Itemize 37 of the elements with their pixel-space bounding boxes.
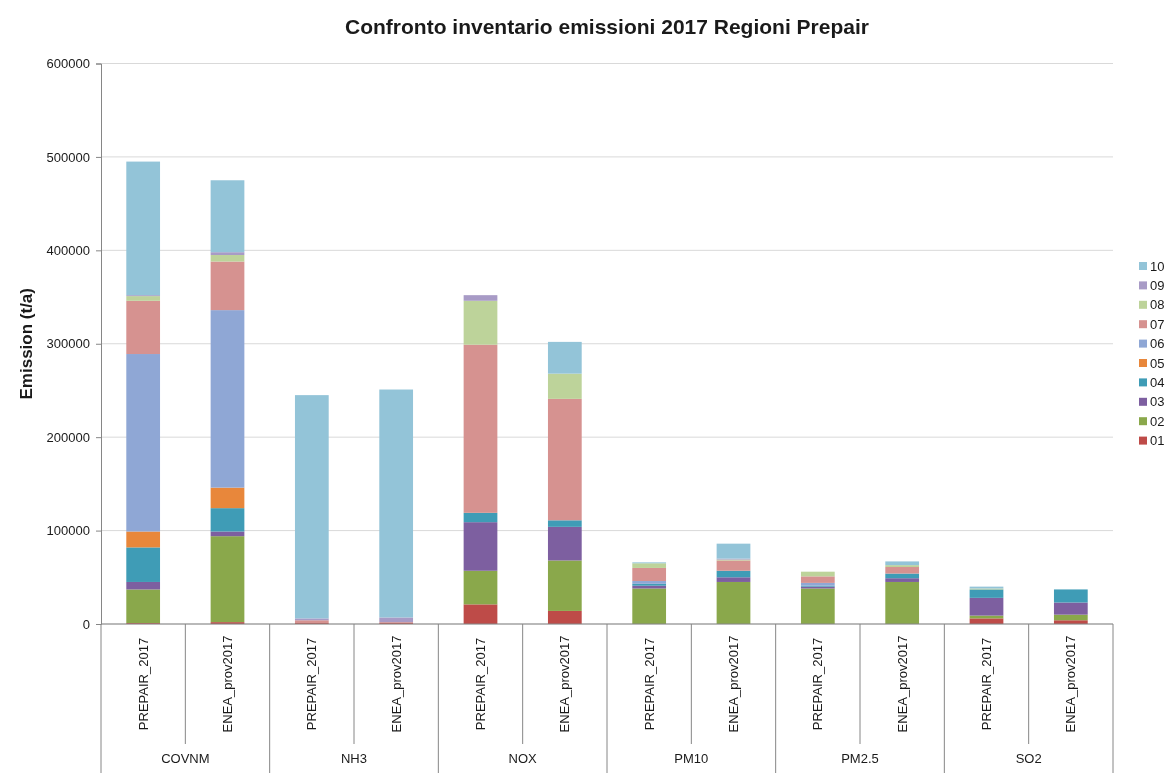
- x-tick-label: PREPAIR_2017: [979, 637, 994, 731]
- legend-label: 01: [1150, 433, 1165, 449]
- legend-label: 04: [1150, 374, 1165, 390]
- legend-label: 09: [1150, 277, 1165, 293]
- x-tick-label: PREPAIR_2017: [641, 637, 657, 731]
- y-tick-label: 0: [82, 616, 90, 632]
- legend-label: 03: [1150, 394, 1165, 410]
- y-tick-label: 300000: [46, 336, 90, 352]
- legend-label: 08: [1150, 297, 1165, 313]
- text: NH3: [340, 751, 368, 766]
- y-tick-label: 600000: [46, 56, 90, 72]
- legend-label: 10: [1150, 258, 1165, 274]
- text: PM10: [674, 751, 709, 766]
- x-tick-label: PREPAIR_2017: [304, 637, 320, 731]
- chart-title: Confronto inventario emissioni 2017 Regioni Prepair: [345, 15, 869, 38]
- x-tick-label: ENEA_prov2017: [1063, 635, 1079, 733]
- x-tick-label: ENEA_prov2017: [726, 635, 741, 733]
- legend-label: 06: [1150, 336, 1165, 352]
- text: COVNM: [161, 751, 210, 766]
- y-tick-label: 200000: [46, 429, 90, 445]
- x-tick-label: PREPAIR_2017: [135, 637, 151, 731]
- y-tick-label: 100000: [46, 523, 90, 539]
- legend-label: 02: [1150, 413, 1165, 429]
- y-axis-title: Emission (t/a): [17, 288, 36, 400]
- y-tick-label: 500000: [46, 149, 90, 165]
- x-tick-label: ENEA_prov2017: [220, 635, 235, 733]
- text: NOX: [508, 751, 538, 766]
- legend-label: 07: [1150, 316, 1165, 332]
- text: PM2.5: [841, 751, 879, 766]
- text: SO2: [1015, 751, 1042, 766]
- x-tick-label: PREPAIR_2017: [473, 637, 488, 731]
- legend-label: 05: [1150, 355, 1165, 371]
- x-tick-label: ENEA_prov2017: [894, 635, 910, 733]
- x-tick-label: ENEA_prov2017: [388, 635, 404, 733]
- x-tick-label: PREPAIR_2017: [810, 637, 826, 731]
- y-tick-label: 400000: [46, 242, 90, 258]
- x-tick-label: ENEA_prov2017: [557, 635, 573, 733]
